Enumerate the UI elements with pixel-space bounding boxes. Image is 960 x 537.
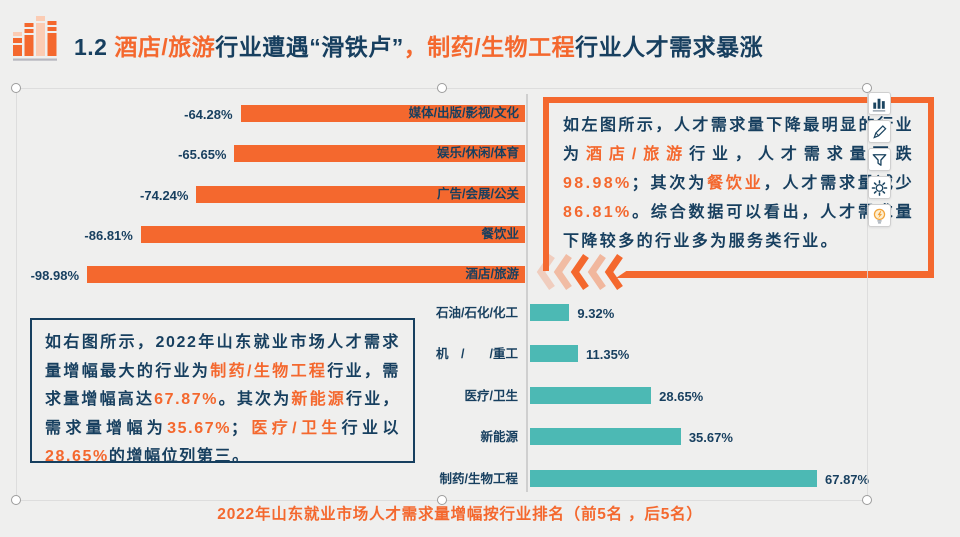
highlighted-text: ，制药/生物工程 — [403, 34, 576, 60]
bar[interactable] — [530, 470, 817, 487]
gear-icon — [871, 179, 888, 196]
highlighted-text: 酒店/旅游 — [585, 146, 690, 163]
lightbulb-tool-button[interactable] — [868, 204, 891, 227]
arrow-decoration — [616, 270, 934, 278]
text: ；其次为 — [631, 175, 708, 192]
bar-value-label: -98.98% — [30, 268, 79, 283]
left-note-box[interactable]: 如右图所示，2022年山东就业市场人才需求量增幅最大的行业为制药/生物工程行业，… — [30, 318, 415, 465]
highlighted-text: 酒店/旅游 — [114, 34, 216, 60]
bar-category-label: 酒店/旅游 — [465, 267, 519, 281]
axis-line — [526, 94, 528, 492]
highlighted-text: 86.81% — [563, 204, 632, 221]
chevron-left-icons — [535, 253, 630, 298]
logo-icon — [13, 12, 57, 66]
bar-category-label: 媒体/出版/影视/文化 — [408, 106, 519, 120]
highlighted-text: 67.87% — [154, 391, 219, 408]
text: 行业人才需求暴涨 — [575, 34, 764, 60]
text: 的增幅位列第三。 — [108, 448, 250, 465]
text: 行业遭遇“滑铁卢” — [215, 34, 404, 60]
text: 如右图所示，2022年山东就业市场人才需求量增幅最大的行业为 — [45, 334, 400, 380]
caption[interactable]: 2022年山东就业市场人才需求量增幅按行业排名（前5名 ，后5名） — [217, 506, 703, 523]
right-note-box[interactable]: 如左图所示，人才需求量下降最明显的行业为酒店/旅游行业，人才需求量下跌 98.98… — [543, 97, 934, 271]
selection-handle-top-center[interactable] — [437, 83, 447, 93]
bar-value-label: 35.67% — [688, 430, 733, 445]
selection-handle-bottom-right[interactable] — [862, 495, 872, 505]
text: 行业以 — [341, 419, 400, 437]
highlighted-text: 制药/生物工程 — [210, 362, 328, 380]
bar-value-label: -86.81% — [84, 228, 133, 243]
bar[interactable]: 餐饮业 — [140, 226, 525, 243]
selection-handle-bottom-left[interactable] — [11, 495, 21, 505]
bar[interactable]: 酒店/旅游 — [87, 266, 525, 283]
gear-tool-button[interactable] — [868, 176, 891, 199]
bar[interactable] — [530, 345, 578, 362]
bar-value-label: 9.32% — [577, 306, 615, 321]
page-title: 1.2 酒店/旅游行业遭遇“滑铁卢”，制药/生物工程行业人才需求暴涨 — [74, 28, 763, 62]
text: 。综合数据可以看出，人才需求量下降较多的行业多为服务类行业。 — [563, 204, 914, 250]
highlighted-text: 新能源 — [291, 391, 347, 408]
bar-value-label: -65.65% — [178, 147, 227, 162]
bar[interactable] — [530, 304, 570, 321]
selection-outline-right — [867, 88, 868, 500]
bar-value-label: -64.28% — [184, 107, 233, 122]
bar[interactable]: 广告/会展/公关 — [196, 186, 525, 203]
bar-category-label: 制药/生物工程 — [439, 472, 518, 486]
bar-category-label: 娱乐/休闲/体育 — [437, 146, 519, 160]
bar-value-label: -74.24% — [140, 188, 189, 203]
selection-handle-top-left[interactable] — [11, 83, 21, 93]
bar-value-label: 11.35% — [585, 347, 630, 362]
selection-outline-left — [16, 88, 17, 500]
filter-icon — [872, 153, 887, 166]
bar-category-label: 机 / /重工 — [436, 347, 518, 361]
bar-value-label: 67.87% — [825, 472, 870, 487]
text: 。其次为 — [218, 391, 292, 408]
lightbulb-icon — [873, 208, 886, 224]
bar[interactable]: 娱乐/休闲/体育 — [234, 145, 525, 162]
column-chart-tool-button[interactable] — [868, 92, 891, 115]
bar-category-label: 石油/石化/化工 — [436, 306, 518, 320]
column-chart-icon — [872, 98, 886, 112]
bar-category-label: 餐饮业 — [481, 227, 519, 241]
pen-tool-button[interactable] — [868, 120, 891, 143]
text: ； — [231, 419, 249, 437]
bar-category-label: 新能源 — [480, 430, 518, 444]
highlighted-text: 28.65% — [45, 448, 109, 465]
filter-tool-button[interactable] — [868, 148, 891, 171]
highlighted-text: 98.98% — [563, 175, 632, 192]
bar-value-label: 28.65% — [659, 389, 704, 404]
text: 如左图所示，人才需求量下降最明显的行业为 — [563, 117, 914, 163]
selection-handle-bottom-center[interactable] — [437, 495, 447, 505]
bar-category-label: 医疗/卫生 — [464, 389, 518, 403]
highlighted-text: 餐饮业 — [707, 175, 764, 192]
text: 行业，人才需求量下跌 — [689, 146, 914, 163]
text: 行业，需求量增幅为 — [45, 391, 401, 437]
text: ，人才需求量减少 — [763, 175, 914, 192]
selection-handle-top-right[interactable] — [862, 83, 872, 93]
text: 1.2 — [74, 34, 115, 60]
bar[interactable] — [530, 428, 681, 445]
highlighted-text: 35.67% — [167, 419, 232, 437]
bar[interactable] — [530, 387, 652, 404]
bar-category-label: 广告/会展/公关 — [437, 187, 519, 201]
highlighted-text: 医疗/卫生 — [248, 419, 342, 437]
pen-icon — [873, 124, 887, 139]
bar[interactable]: 媒体/出版/影视/文化 — [240, 105, 525, 122]
text: 行业，需求量增幅高达 — [45, 362, 400, 409]
